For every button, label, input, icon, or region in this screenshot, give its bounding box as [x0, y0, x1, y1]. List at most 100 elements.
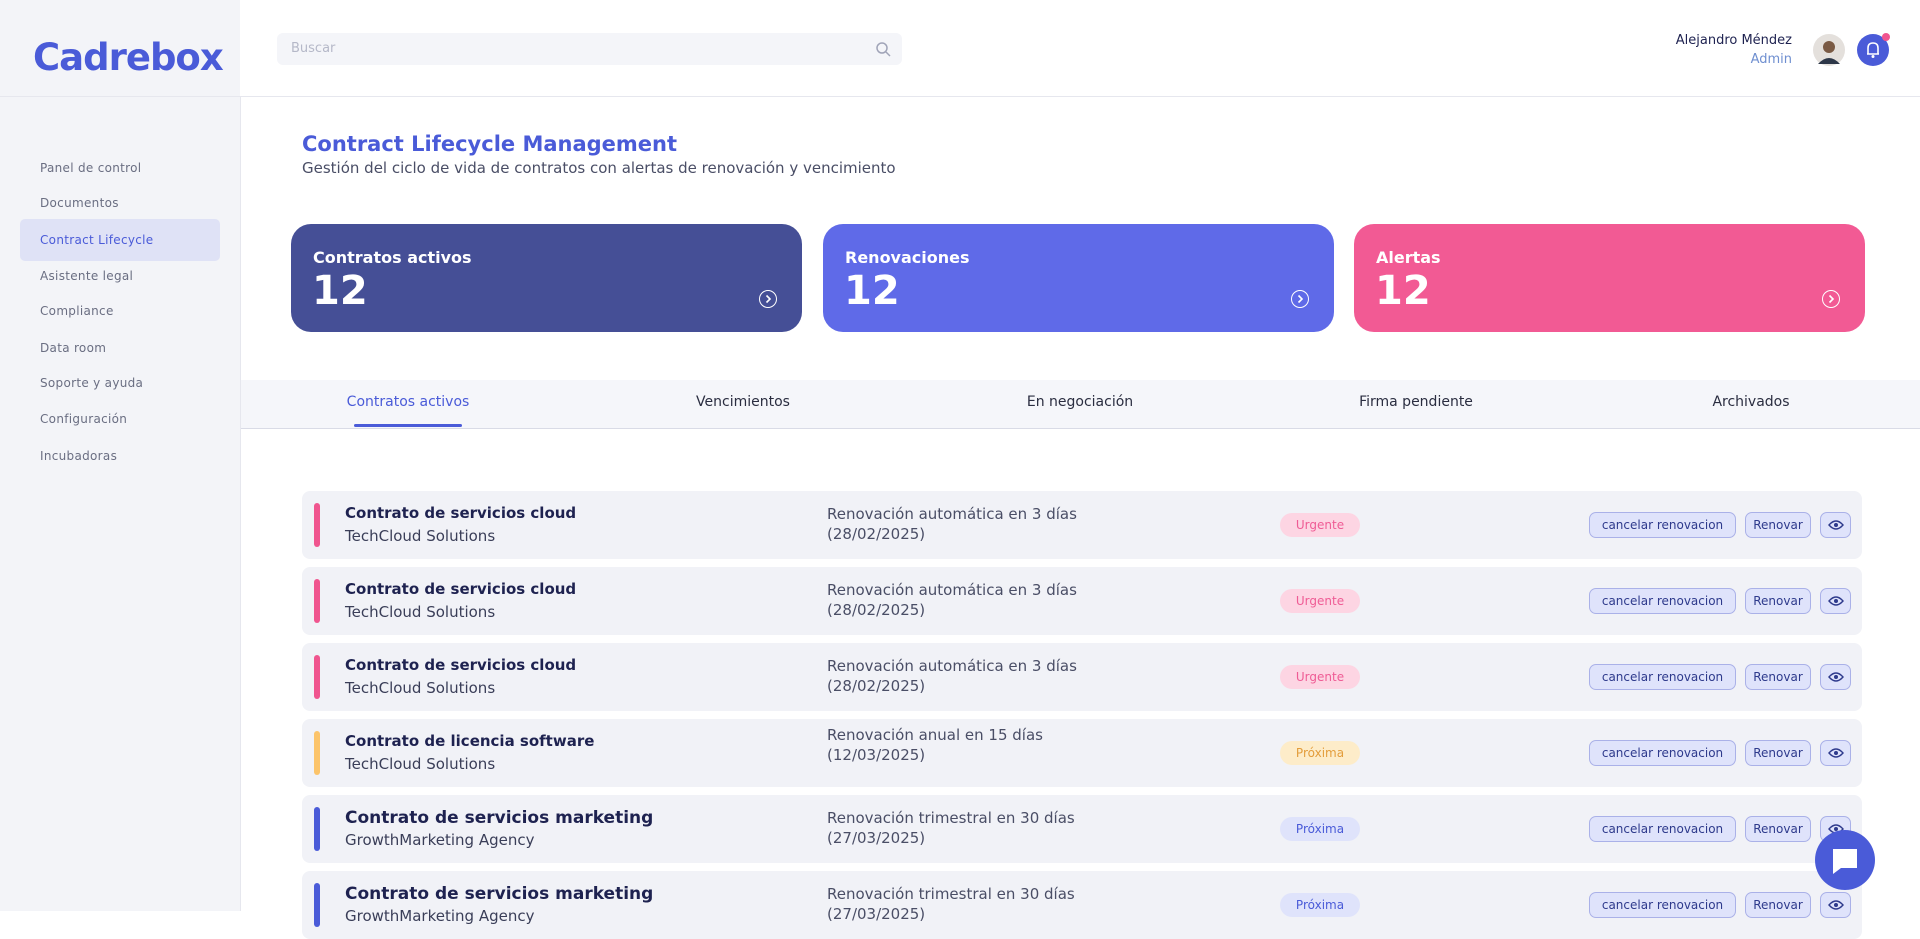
renew-button[interactable]: Renovar — [1745, 816, 1811, 842]
tab[interactable]: Firma pendiente — [1359, 394, 1473, 410]
status-badge: Urgente — [1280, 513, 1360, 537]
renewal-text: Renovación trimestral en 30 días — [827, 885, 1075, 903]
status-badge: Próxima — [1280, 817, 1360, 841]
status-badge: Urgente — [1280, 589, 1360, 613]
search-box[interactable]: Buscar — [277, 33, 902, 65]
nav-item[interactable]: Documentos — [40, 196, 119, 210]
nav-item[interactable]: Incubadoras — [40, 449, 118, 463]
tab[interactable]: Contratos activos — [346, 394, 470, 410]
renewal-date: (28/02/2025) — [827, 677, 926, 695]
contract-title: Contrato de servicios cloud — [345, 656, 577, 674]
status-bar — [314, 655, 320, 699]
nav-active-bg — [20, 219, 220, 261]
cancel-button[interactable]: cancelar renovacion — [1589, 664, 1736, 690]
status-bar — [314, 807, 320, 851]
view-button[interactable] — [1820, 664, 1851, 690]
card-value: 12 — [844, 268, 900, 314]
status-bar — [314, 579, 320, 623]
page-subtitle: Gestión del ciclo de vida de contratos c… — [302, 159, 896, 177]
view-button[interactable] — [1820, 892, 1851, 918]
renewal-date: (28/02/2025) — [827, 525, 926, 543]
view-button[interactable] — [1820, 740, 1851, 766]
tab[interactable]: Archivados — [1712, 394, 1790, 410]
renewal-text: Renovación anual en 15 días — [827, 726, 1043, 744]
renewal-date: (28/02/2025) — [827, 601, 926, 619]
renewal-text: Renovación automática en 3 días — [827, 505, 1077, 523]
view-button[interactable] — [1820, 588, 1851, 614]
card-label: Contratos activos — [313, 248, 472, 267]
search-placeholder: Buscar — [291, 41, 336, 56]
notifications[interactable] — [1857, 32, 1893, 68]
company: TechCloud Solutions — [345, 679, 496, 697]
status-badge: Próxima — [1280, 893, 1360, 917]
divider — [0, 96, 240, 97]
contract-row: Contrato de servicios cloud TechCloud Sol… — [302, 643, 1862, 711]
status-badge: Urgente — [1280, 665, 1360, 689]
user-name: Alejandro Méndez — [1675, 33, 1792, 48]
nav-item[interactable]: Panel de control — [40, 161, 142, 175]
renew-button[interactable]: Renovar — [1745, 512, 1811, 538]
stat-card[interactable]: Contratos activos 12 — [291, 224, 802, 332]
nav-item[interactable]: Asistente legal — [40, 269, 134, 283]
cancel-button[interactable]: cancelar renovacion — [1589, 816, 1736, 842]
contract-row: Contrato de servicios cloud TechCloud Sol… — [302, 491, 1862, 559]
card-label: Alertas — [1376, 248, 1441, 267]
cancel-button[interactable]: cancelar renovacion — [1589, 740, 1736, 766]
nav-item[interactable]: Compliance — [40, 304, 114, 318]
search-icon — [876, 42, 891, 57]
contract-title: Contrato de servicios marketing — [345, 808, 654, 828]
nav-item[interactable]: Soporte y ayuda — [40, 376, 144, 390]
card-arrow — [1291, 290, 1309, 308]
contract-title: Contrato de servicios cloud — [345, 580, 577, 598]
cancel-button[interactable]: cancelar renovacion — [1589, 512, 1736, 538]
contract-row: Contrato de servicios marketing GrowthMar… — [302, 795, 1862, 863]
renew-button[interactable]: Renovar — [1745, 588, 1811, 614]
stat-card[interactable]: Alertas 12 — [1354, 224, 1865, 332]
renewal-text: Renovación automática en 3 días — [827, 581, 1077, 599]
nav-item[interactable]: Contract Lifecycle — [40, 233, 154, 247]
renew-button[interactable]: Renovar — [1745, 892, 1811, 918]
stat-card[interactable]: Renovaciones 12 — [823, 224, 1334, 332]
company: GrowthMarketing Agency — [345, 831, 535, 849]
status-bar — [314, 883, 320, 927]
renewal-text: Renovación automática en 3 días — [827, 657, 1077, 675]
renew-button[interactable]: Renovar — [1745, 664, 1811, 690]
card-value: 12 — [312, 268, 368, 314]
view-button[interactable] — [1820, 512, 1851, 538]
card-arrow — [1822, 290, 1840, 308]
contract-row: Contrato de licencia software TechCloud S… — [302, 719, 1862, 787]
tab-bar — [241, 380, 1920, 429]
status-bar — [314, 503, 320, 547]
status-bar — [314, 731, 320, 775]
company: TechCloud Solutions — [345, 603, 496, 621]
renewal-text: Renovación trimestral en 30 días — [827, 809, 1075, 827]
renew-button[interactable]: Renovar — [1745, 740, 1811, 766]
cancel-button[interactable]: cancelar renovacion — [1589, 588, 1736, 614]
contract-row: Contrato de servicios cloud TechCloud Sol… — [302, 567, 1862, 635]
nav-item[interactable]: Data room — [40, 341, 107, 355]
company: GrowthMarketing Agency — [345, 907, 535, 925]
renewal-date: (27/03/2025) — [827, 905, 926, 923]
topbar: Buscar Alejandro Méndez Admin — [240, 0, 1920, 97]
contract-title: Contrato de servicios marketing — [345, 884, 654, 904]
tab[interactable]: Vencimientos — [696, 394, 790, 410]
company: TechCloud Solutions — [345, 527, 496, 545]
contract-title: Contrato de licencia software — [345, 732, 595, 750]
user-role: Admin — [1750, 52, 1792, 67]
nav-item[interactable]: Configuración — [40, 412, 128, 426]
avatar[interactable] — [1813, 34, 1845, 66]
tab[interactable]: En negociación — [1026, 394, 1134, 410]
logo[interactable]: Cadrebox — [33, 36, 224, 79]
renewal-date: (27/03/2025) — [827, 829, 926, 847]
page-title: Contract Lifecycle Management — [302, 132, 678, 156]
card-label: Renovaciones — [845, 248, 970, 267]
cancel-button[interactable]: cancelar renovacion — [1589, 892, 1736, 918]
tab-underline — [354, 424, 462, 427]
card-arrow — [759, 290, 777, 308]
contract-row: Contrato de servicios marketing GrowthMar… — [302, 871, 1862, 939]
chat-button[interactable] — [1815, 830, 1875, 890]
card-value: 12 — [1375, 268, 1431, 314]
company: TechCloud Solutions — [345, 755, 496, 773]
renewal-date: (12/03/2025) — [827, 746, 926, 764]
